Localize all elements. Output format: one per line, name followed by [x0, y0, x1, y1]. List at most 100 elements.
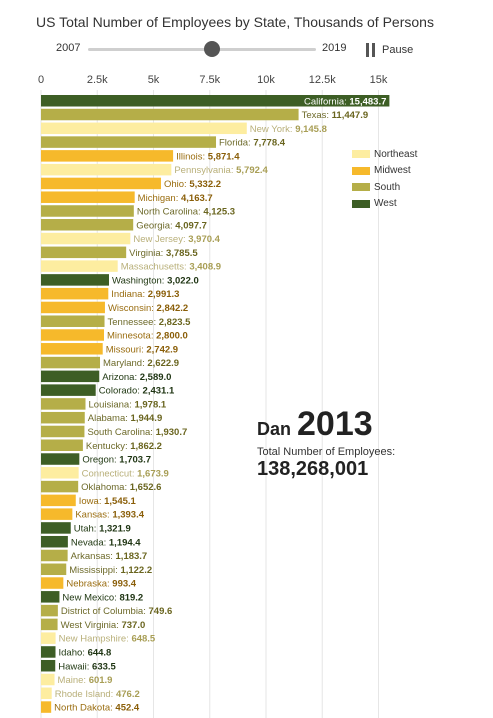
- annotation-total-label: Total Number of Employees:: [257, 446, 396, 458]
- bar-label: Utah: 1,321.9: [74, 523, 131, 534]
- bar-label: Wisconsin: 2,842.2: [108, 303, 188, 314]
- year-annotation: Dan 2013 Total Number of Employees: 138,…: [257, 405, 395, 481]
- bar: [41, 549, 68, 562]
- bar: [41, 205, 134, 217]
- bar: [41, 577, 64, 589]
- bar-label: Hawaii: 633.5: [58, 661, 116, 672]
- bar: [41, 122, 247, 135]
- bar-label: Oklahoma: 1,652.6: [81, 482, 161, 493]
- x-tick-label: 12.5k: [309, 74, 336, 86]
- bar-label: Georgia: 4,097.7: [136, 220, 207, 231]
- legend-label-west: West: [374, 198, 397, 210]
- bar-label: Iowa: 1,545.1: [79, 496, 137, 507]
- bar-label: Pennsylvania: 5,792.4: [174, 165, 268, 176]
- bar: [41, 522, 71, 534]
- bar-label: New York: 9,145.8: [250, 124, 327, 135]
- bar: [41, 480, 79, 493]
- bar-label: Louisiana: 1,978.1: [89, 399, 167, 410]
- bar: [41, 563, 67, 576]
- bar-label: Maryland: 2,622.9: [103, 358, 179, 369]
- legend-swatch-south: [352, 183, 370, 192]
- bar: [41, 370, 100, 383]
- playback-controls: 2007 2019 Pause: [0, 38, 493, 62]
- bar: [41, 673, 55, 686]
- bar-label: Oregon: 1,703.7: [82, 455, 151, 466]
- bar: [41, 343, 103, 355]
- year-slider-thumb[interactable]: [204, 41, 220, 57]
- bar-label: West Virginia: 737.0: [61, 620, 146, 631]
- year-slider-track[interactable]: [88, 48, 316, 51]
- bar: [41, 604, 58, 617]
- bar-label: Ohio: 5,332.2: [164, 179, 221, 190]
- bar: [41, 150, 174, 162]
- annotation-year: 2013: [297, 405, 373, 443]
- chart-title: US Total Number of Employees by State, T…: [36, 14, 434, 30]
- legend-label-northeast: Northeast: [374, 148, 418, 160]
- bar-label: Arkansas: 1,183.7: [71, 551, 148, 562]
- bar: [41, 232, 131, 245]
- annotation-name: Dan: [257, 419, 292, 439]
- bar-label: California: 15,483.7: [304, 96, 386, 107]
- legend: Northeast Midwest South West: [352, 146, 417, 212]
- bar-label: Idaho: 644.8: [59, 648, 112, 659]
- bar-label: Illinois: 5,871.4: [176, 151, 240, 162]
- bar-label: Minnesota: 2,800.0: [107, 331, 188, 342]
- bar-label: Michigan: 4,163.7: [138, 193, 213, 204]
- bar-label: Virginia: 3,785.5: [129, 248, 198, 259]
- bar: [41, 315, 105, 327]
- slider-start-year: 2007: [56, 42, 81, 54]
- bar: [41, 439, 83, 451]
- bar: [41, 219, 134, 231]
- bar-label: Kansas: 1,393.4: [75, 510, 144, 521]
- bar: [41, 453, 80, 465]
- legend-label-south: South: [374, 181, 401, 193]
- bar-label: South Carolina: 1,930.7: [87, 427, 187, 438]
- bar-label: Florida: 7,778.4: [219, 138, 286, 149]
- legend-item-south: South: [352, 179, 417, 196]
- bar-label: Washington: 3,022.0: [112, 275, 199, 286]
- x-tick-label: 7.5k: [199, 74, 220, 86]
- legend-label-midwest: Midwest: [374, 165, 411, 177]
- legend-swatch-west: [352, 199, 370, 208]
- bar: [41, 687, 52, 700]
- pause-button[interactable]: Pause: [366, 41, 413, 59]
- bar: [41, 163, 172, 176]
- bar-label: Alabama: 1,944.9: [88, 413, 162, 424]
- bar: [41, 535, 68, 548]
- bar-label: Nebraska: 993.4: [66, 579, 136, 590]
- x-tick-label: 15k: [370, 74, 388, 86]
- legend-item-west: West: [352, 196, 417, 213]
- bar-label: District of Columbia: 749.6: [61, 606, 172, 617]
- bar: [41, 136, 217, 148]
- bar: [41, 260, 118, 272]
- bar: [41, 287, 109, 300]
- bar: [41, 701, 52, 713]
- bar: [41, 384, 96, 396]
- annotation-total-value: 138,268,001: [257, 458, 369, 480]
- bar-label: Arizona: 2,589.0: [102, 372, 171, 383]
- bar-label: Connecticut: 1,673.9: [82, 468, 169, 479]
- x-tick-label: 5k: [148, 74, 160, 86]
- bar: [41, 508, 73, 520]
- bar-label: North Carolina: 4,125.3: [137, 207, 235, 218]
- bar: [41, 191, 135, 203]
- legend-item-northeast: Northeast: [352, 146, 417, 163]
- bar: [41, 494, 76, 507]
- bar: [41, 467, 79, 479]
- bar: [41, 246, 127, 259]
- bar: [41, 329, 104, 341]
- bar-label: Indiana: 2,991.3: [111, 289, 179, 300]
- bar: [41, 632, 56, 644]
- bar-label: New Mexico: 819.2: [62, 592, 143, 603]
- bar-label: Colorado: 2,431.1: [99, 386, 175, 397]
- bar: [41, 274, 109, 286]
- bar: [41, 356, 101, 369]
- legend-swatch-midwest: [352, 166, 370, 175]
- bar: [41, 591, 60, 603]
- pause-icon: [366, 43, 376, 57]
- slider-end-year: 2019: [322, 42, 347, 54]
- bar: [41, 646, 56, 658]
- bar-label: Texas: 11,447.9: [302, 110, 369, 121]
- x-tick-label: 2.5k: [87, 74, 108, 86]
- bar: [41, 398, 86, 410]
